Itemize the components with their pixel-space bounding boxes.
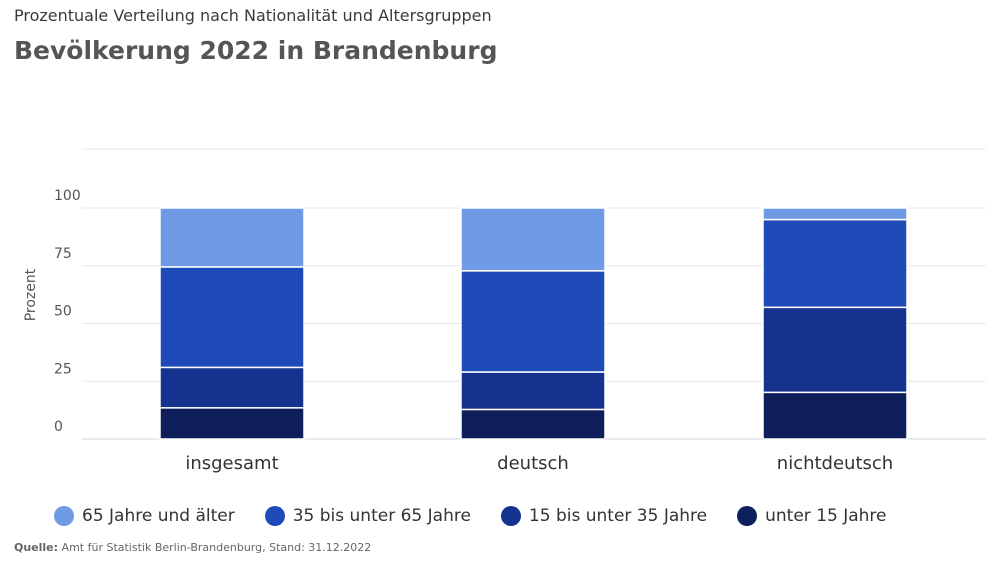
y-tick-label: 100 <box>54 188 81 204</box>
y-tick-label: 25 <box>54 361 72 377</box>
legend-item: 35 bis unter 65 Jahre <box>264 506 471 526</box>
legend-label: 65 Jahre und älter <box>82 506 235 526</box>
source-label: Quelle: <box>14 541 59 554</box>
bar-segment <box>762 306 908 394</box>
bar-segment <box>159 266 305 369</box>
bar-segment <box>762 218 908 309</box>
legend-item: 15 bis unter 35 Jahre <box>500 506 708 526</box>
legend-color-dot <box>737 506 758 526</box>
source-text: Amt für Statistik Berlin-Brandenburg, St… <box>61 541 372 554</box>
bar-segment <box>159 407 305 440</box>
chart-subtitle: Prozentuale Verteilung nach Nationalität… <box>14 6 492 25</box>
x-category-label: insgesamt <box>185 453 278 474</box>
legend-label: unter 15 Jahre <box>765 506 887 526</box>
x-category-label: nichtdeutsch <box>777 453 893 474</box>
y-tick-label: 50 <box>54 304 72 320</box>
legend-color-dot <box>500 506 521 526</box>
legend-color-dot <box>54 506 74 526</box>
bar-segment <box>460 270 606 373</box>
legend-color-dot <box>264 506 285 526</box>
x-category-label: deutsch <box>497 453 569 474</box>
bar-segment <box>460 371 606 411</box>
bar-segment <box>460 207 606 272</box>
bar-segment <box>159 366 305 409</box>
bar-segment <box>159 207 305 268</box>
legend-label: 15 bis unter 35 Jahre <box>528 506 708 526</box>
bar-segment <box>762 391 908 440</box>
y-axis-title: Prozent <box>23 268 39 321</box>
source-note: Quelle: Amt für Statistik Berlin-Branden… <box>14 541 371 554</box>
stacked-bar-chart: 0 25 50 75 100 Prozent insgesamt deutsch nichtde… <box>23 148 986 474</box>
chart-title: Bevölkerung 2022 in Brandenburg <box>14 36 498 65</box>
bar-segment <box>762 207 908 221</box>
bar-segment <box>460 408 606 440</box>
legend-label: 35 bis unter 65 Jahre <box>292 506 471 526</box>
y-tick-label: 75 <box>54 246 72 262</box>
legend-item: unter 15 Jahre <box>737 506 887 526</box>
y-tick-label: 0 <box>54 419 63 435</box>
chart-legend: 65 Jahre und älter 35 bis unter 65 Jahre 1… <box>54 506 917 526</box>
legend-item: 65 Jahre und älter <box>54 506 235 526</box>
